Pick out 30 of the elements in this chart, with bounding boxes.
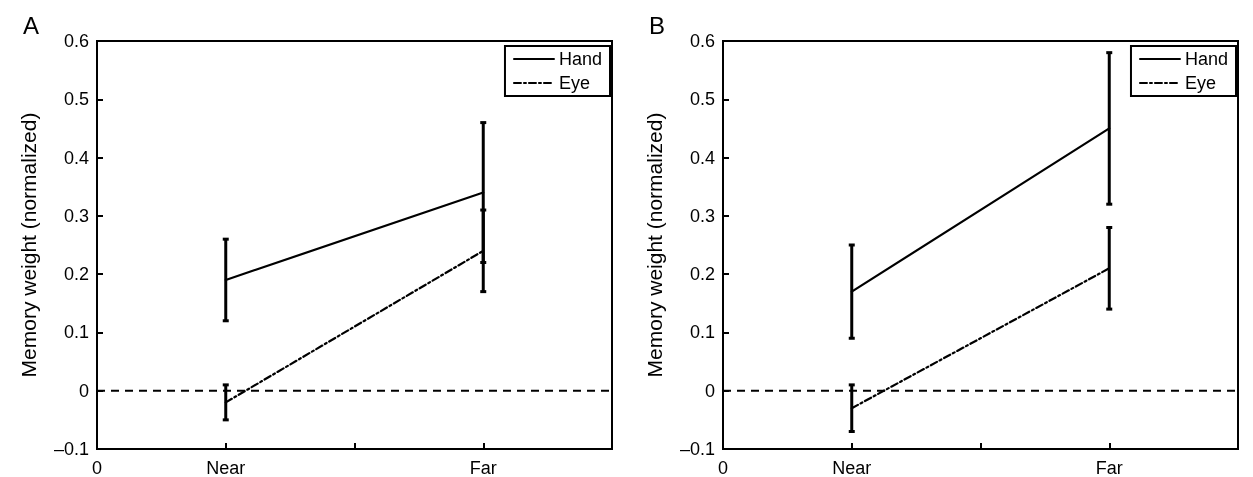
y-tick-label: 0 bbox=[78, 380, 89, 401]
legend-label: Eye bbox=[1184, 73, 1216, 93]
x-tick-label: Far bbox=[1095, 458, 1123, 477]
y-tick-label: 0.1 bbox=[63, 322, 89, 343]
y-tick-label: 0 bbox=[704, 380, 715, 401]
x-tick-label: Far bbox=[469, 458, 497, 477]
chart-title: A bbox=[23, 11, 40, 39]
y-axis-title: Memory weight (normalized) bbox=[17, 112, 40, 378]
x-tick-label: Near bbox=[832, 458, 872, 477]
y-tick-label: 0.6 bbox=[689, 31, 715, 51]
x-tick-label: Near bbox=[206, 458, 246, 477]
y-tick-label: 0.2 bbox=[689, 264, 715, 285]
x-tick-label: 0 bbox=[91, 458, 103, 477]
y-tick-label: 0.3 bbox=[63, 205, 89, 226]
y-tick-label: 0.1 bbox=[689, 322, 715, 343]
x-tick-label: 0 bbox=[717, 458, 729, 477]
chart-title: B bbox=[649, 11, 666, 39]
legend-label: Hand bbox=[1184, 49, 1228, 69]
y-tick-label: –0.1 bbox=[679, 439, 715, 459]
y-tick-label: 0.3 bbox=[689, 205, 715, 226]
y-tick-label: 0.5 bbox=[689, 89, 715, 110]
y-axis-title: Memory weight (normalized) bbox=[643, 112, 666, 378]
y-tick-label: 0.4 bbox=[689, 147, 715, 168]
y-tick-label: –0.1 bbox=[53, 439, 89, 459]
legend-label: Hand bbox=[558, 49, 602, 69]
y-tick-label: 0.2 bbox=[63, 264, 89, 285]
y-tick-label: 0.4 bbox=[63, 147, 89, 168]
y-tick-label: 0.5 bbox=[63, 89, 89, 110]
legend-label: Eye bbox=[558, 73, 590, 93]
y-tick-label: 0.6 bbox=[63, 31, 89, 51]
